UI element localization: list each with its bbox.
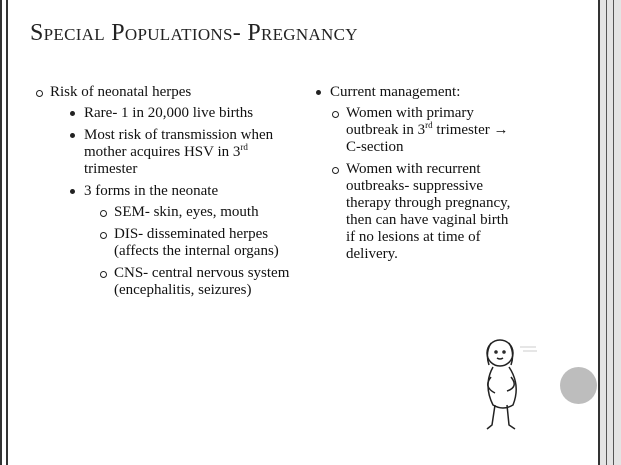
list-item: Rare- 1 in 20,000 live births: [50, 105, 300, 122]
text-run: Women with recurrent outbreaks- suppress…: [346, 161, 510, 262]
list-item: CNS- central nervous system (encephaliti…: [84, 265, 300, 299]
text-run: trimester: [84, 161, 137, 177]
item-text: 3 forms in the neonate: [84, 183, 300, 200]
slide-border-right: [598, 0, 621, 465]
bullet: [70, 189, 75, 194]
bullet: [36, 90, 43, 97]
bullet: [70, 111, 75, 116]
left-column: Risk of neonatal herpes Rare- 1 in 20,000…: [30, 84, 300, 304]
bullet: [70, 133, 75, 138]
superscript: rd: [425, 120, 433, 130]
list-item: Current management: Women with primary ou…: [316, 84, 516, 263]
text-run: SEM- skin, eyes, mouth: [114, 204, 259, 220]
bullet-list: SEM- skin, eyes, mouth DIS- disseminated …: [84, 204, 300, 299]
list-item: Women with primary outbreak in 3rd trime…: [330, 105, 516, 156]
item-text: Most risk of transmission when mother ac…: [84, 127, 300, 178]
list-item: Risk of neonatal herpes Rare- 1 in 20,000…: [30, 84, 300, 299]
cartoon-figure: [455, 335, 545, 445]
text-run: Rare- 1 in 20,000 live births: [84, 105, 253, 121]
bullet-list: Rare- 1 in 20,000 live births Most risk o…: [50, 105, 300, 299]
slide-title: Special Populations- Pregnancy: [30, 20, 358, 47]
bullet: [100, 210, 107, 217]
list-item: SEM- skin, eyes, mouth: [84, 204, 300, 221]
bullet: [100, 271, 107, 278]
bullet: [100, 232, 107, 239]
superscript: rd: [240, 142, 248, 152]
bullet: [332, 111, 339, 118]
bullet-list: Risk of neonatal herpes Rare- 1 in 20,000…: [30, 84, 300, 299]
text-run: DIS- disseminated herpes (affects the in…: [114, 226, 279, 259]
decorative-circle: [560, 367, 597, 404]
bullet-list: Women with primary outbreak in 3rd trime…: [330, 105, 516, 263]
right-column: Current management: Women with primary ou…: [316, 84, 516, 268]
list-item: 3 forms in the neonate SEM- skin, eyes, m…: [50, 183, 300, 299]
bullet: [316, 90, 321, 95]
item-text: Rare- 1 in 20,000 live births: [84, 105, 300, 122]
slide: Special Populations- Pregnancy Risk of n…: [0, 0, 621, 465]
bullet: [332, 167, 339, 174]
list-item: Most risk of transmission when mother ac…: [50, 127, 300, 178]
text-run: Risk of neonatal herpes: [50, 84, 191, 100]
item-text: Current management:: [330, 84, 516, 101]
list-item: DIS- disseminated herpes (affects the in…: [84, 226, 300, 260]
slide-border-left: [0, 0, 8, 465]
bullet-list: Current management: Women with primary ou…: [316, 84, 516, 263]
list-item: Women with recurrent outbreaks- suppress…: [330, 161, 516, 263]
item-text: CNS- central nervous system (encephaliti…: [114, 265, 300, 299]
item-text: Risk of neonatal herpes: [50, 84, 300, 101]
text-run: Current management:: [330, 84, 460, 100]
item-text: SEM- skin, eyes, mouth: [114, 204, 300, 221]
item-text: DIS- disseminated herpes (affects the in…: [114, 226, 300, 260]
item-text: Women with recurrent outbreaks- suppress…: [346, 161, 516, 263]
text-run: 3 forms in the neonate: [84, 183, 218, 199]
item-text: Women with primary outbreak in 3rd trime…: [346, 105, 516, 156]
text-run: CNS- central nervous system (encephaliti…: [114, 265, 289, 298]
